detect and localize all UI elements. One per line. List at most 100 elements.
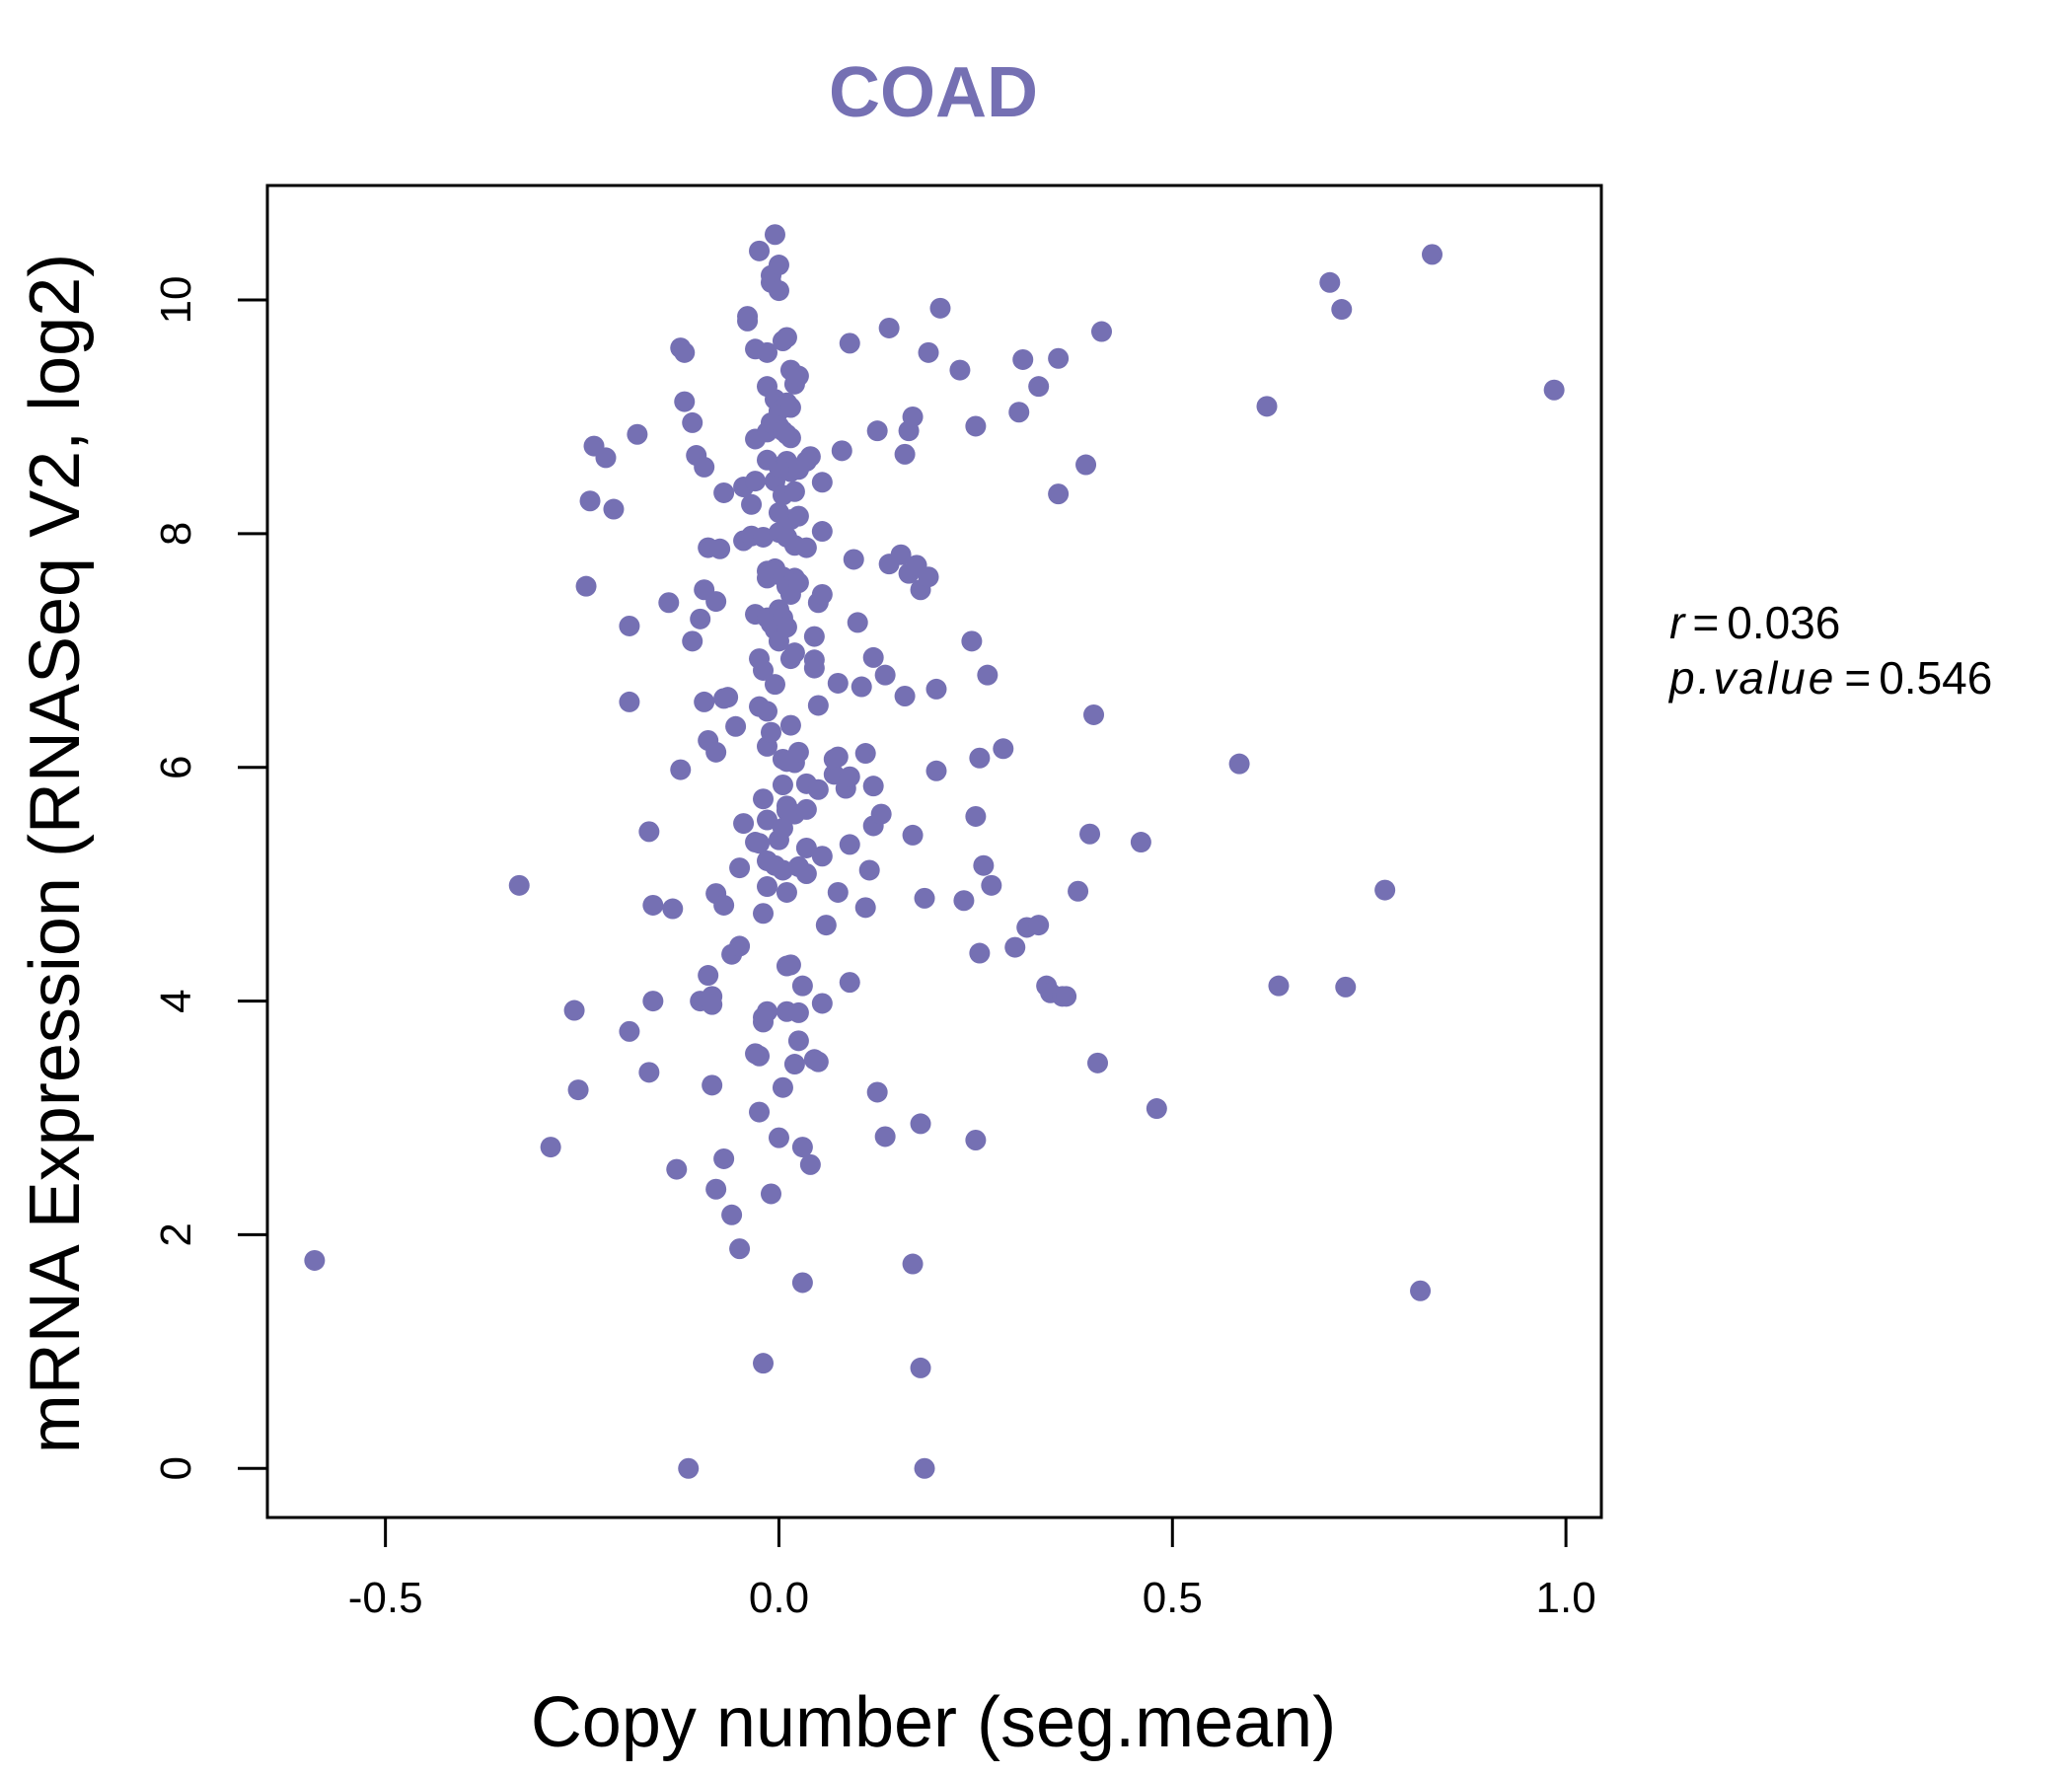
data-point [776,881,797,903]
data-point [890,544,912,565]
data-point [783,481,805,502]
data-point [925,760,947,781]
data-point [619,691,640,712]
data-point [764,224,785,246]
data-point [757,1000,778,1022]
p-value-value: 0.546 [1879,652,1992,703]
data-point [1410,1280,1432,1301]
data-point [1374,879,1396,901]
data-point [753,1353,775,1374]
data-point [772,1076,793,1098]
data-point [918,341,939,363]
data-point [642,894,664,916]
data-point [753,903,775,925]
data-point [745,471,767,492]
data-point [847,612,868,633]
data-point [839,972,860,994]
data-point [627,423,648,445]
data-point [749,1045,771,1067]
plot-frame [265,184,1603,1519]
data-point [1056,986,1077,1007]
data-point [725,715,747,737]
data-point [1087,1052,1109,1073]
data-point [795,837,817,858]
r-label: r [1669,597,1686,648]
data-points [304,224,1565,1479]
data-point [694,456,715,478]
data-point [682,411,703,433]
data-point [961,630,983,652]
data-point [595,447,617,469]
r-statistic: r = 0.036 [1669,597,1840,648]
data-point [1028,376,1050,398]
data-point [811,521,833,543]
p-value-statistic: p.value = 0.546 [1667,652,1992,703]
data-point [953,890,975,912]
data-point [705,1178,727,1200]
data-point [795,537,817,558]
data-point [638,1062,660,1083]
data-point [969,747,991,769]
data-point [749,833,771,854]
data-point [839,834,860,855]
data-point [977,664,999,686]
data-point [874,664,896,686]
data-point [674,391,696,412]
y-axis-title: mRNA Expression (RNASeq V2, log2) [16,254,95,1453]
data-point [705,741,727,763]
data-point [603,498,625,520]
x-axis: -0.5 0.0 0.5 1.0 [348,1516,1596,1622]
x-tick-label: 1.0 [1536,1574,1596,1622]
data-point [694,691,715,712]
data-point [807,778,829,800]
data-point [894,443,916,465]
data-point [698,965,719,987]
data-point [1256,396,1278,417]
data-point [787,505,809,527]
data-point [799,1153,821,1175]
y-tick-label: 10 [152,276,200,325]
data-point [811,583,833,605]
data-point [575,575,597,597]
data-point [870,803,892,825]
data-point [1048,483,1070,505]
data-point [969,942,991,964]
data-point [854,897,876,919]
data-point [567,1079,589,1101]
data-point [827,672,849,694]
data-point [717,687,739,708]
data-point [619,1020,640,1042]
data-point [682,630,703,652]
data-point [779,397,801,418]
data-point [929,297,951,319]
data-point [1008,402,1030,423]
data-point [749,1101,771,1123]
data-point [791,1137,813,1158]
data-point [783,1054,805,1075]
data-point [1075,454,1097,476]
data-point [757,341,778,363]
data-point [894,686,916,706]
data-point [779,954,801,976]
data-point [925,678,947,700]
data-point [757,701,778,722]
data-point [803,657,825,679]
data-point [783,642,805,664]
data-point [757,809,778,831]
data-point [764,674,785,696]
data-point [540,1137,561,1158]
data-point [741,493,763,515]
data-point [737,306,759,328]
data-point [823,764,845,785]
data-point [705,591,727,613]
data-point [1048,347,1070,369]
data-point [1319,271,1341,293]
data-point [787,365,809,387]
x-tick-label: 0.0 [749,1574,809,1622]
data-point [914,887,935,909]
data-point [858,859,880,881]
data-point [866,1081,888,1103]
data-point [965,805,987,827]
data-point [1012,348,1034,370]
data-point [827,746,849,768]
